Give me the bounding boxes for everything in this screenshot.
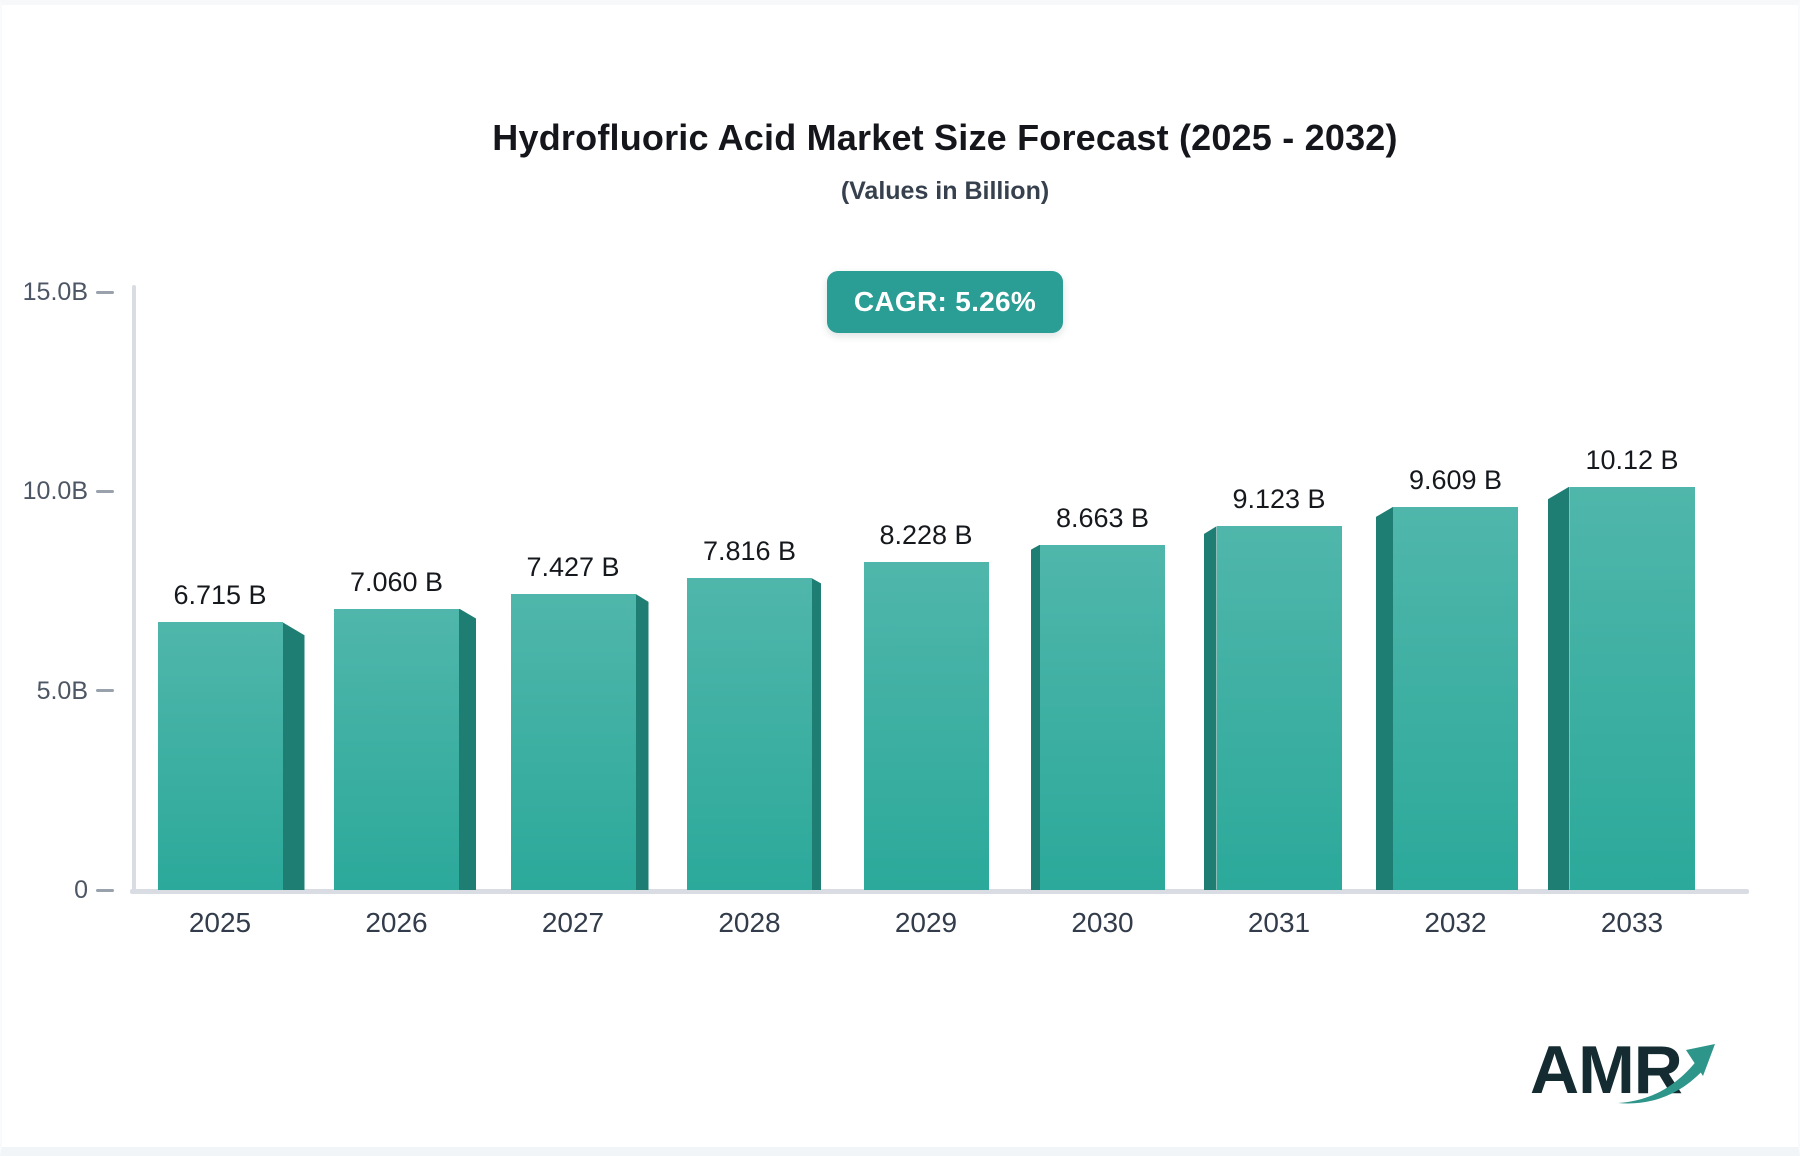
bar-2030[interactable] <box>1040 544 1165 890</box>
x-axis-label: 2031 <box>1247 907 1311 938</box>
x-axis-label: 2033 <box>1600 907 1664 938</box>
amr-logo: AMR <box>1530 1031 1720 1121</box>
bar-value-label: 8.228 B <box>879 519 973 550</box>
y-axis-line <box>132 285 136 893</box>
x-axis-baseline <box>130 889 1749 894</box>
x-axis-label: 2029 <box>894 907 958 938</box>
growth-arrow-icon <box>1618 1044 1715 1104</box>
bar-2028[interactable] <box>687 578 812 890</box>
bar-value-label: 7.816 B <box>702 536 797 567</box>
x-axis-label: 2027 <box>541 907 605 938</box>
bar-value-label: 8.663 B <box>1055 502 1150 533</box>
bar-side-face <box>1203 526 1217 890</box>
bar-side-face <box>1031 544 1040 890</box>
x-axis-label: 2026 <box>365 907 428 938</box>
chart-subtitle: (Values in Billion) <box>840 177 1050 205</box>
y-tick-label: 15.0B <box>22 278 88 306</box>
bar-side-face <box>1547 486 1570 890</box>
bar-2033[interactable] <box>1569 486 1695 890</box>
y-tick-label: 0 <box>74 876 88 904</box>
bar-value-label: 7.060 B <box>349 566 444 597</box>
bar-value-label: 7.427 B <box>526 551 620 582</box>
bar-2031[interactable] <box>1216 526 1342 890</box>
y-tick-label: 5.0B <box>36 676 88 705</box>
y-tick-mark <box>96 290 114 294</box>
bar-side-face <box>282 622 305 890</box>
bar-2025[interactable] <box>157 622 283 890</box>
x-axis-label: 2025 <box>188 907 252 938</box>
bar-side-face <box>1376 506 1393 890</box>
y-tick-mark <box>96 689 114 693</box>
y-tick-mark <box>96 888 114 892</box>
bar-side-face <box>459 608 476 890</box>
bar-2032[interactable] <box>1393 506 1518 890</box>
bar-value-label: 9.609 B <box>1408 464 1503 495</box>
bar-2029[interactable] <box>863 561 989 890</box>
y-tick-mark <box>96 489 114 493</box>
bar-2026[interactable] <box>334 608 459 890</box>
bar-side-face <box>635 593 649 890</box>
bar-2027[interactable] <box>510 593 636 890</box>
bar-value-label: 6.715 B <box>173 580 267 611</box>
bar-value-label: 9.123 B <box>1232 484 1326 515</box>
y-tick-label: 10.0B <box>22 477 88 506</box>
bar-side-face <box>812 578 821 890</box>
bar-value-label: 10.12 B <box>1585 444 1679 475</box>
chart-title: Hydrofluoric Acid Market Size Forecast (… <box>492 117 1398 158</box>
x-axis-label: 2028 <box>718 907 781 938</box>
cagr-badge: CAGR: 5.26% <box>827 271 1063 333</box>
x-axis-label: 2032 <box>1424 907 1487 938</box>
x-axis-label: 2030 <box>1071 907 1134 938</box>
